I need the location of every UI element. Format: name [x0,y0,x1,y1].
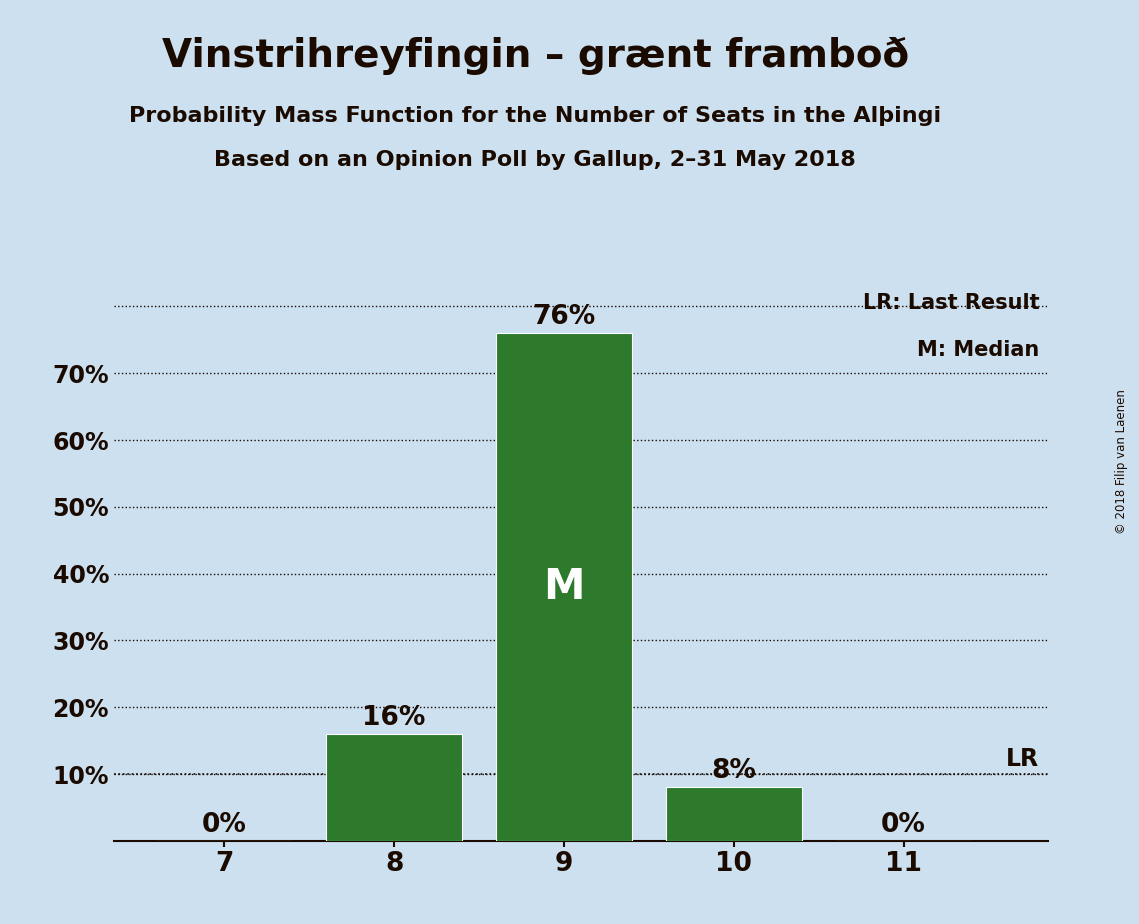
Text: M: M [543,566,584,608]
Bar [326,734,462,841]
Text: Vinstrihreyfingin – grænt framboð: Vinstrihreyfingin – grænt framboð [162,37,909,75]
Text: 76%: 76% [532,304,596,330]
Bar [495,334,632,841]
Text: LR: Last Result: LR: Last Result [862,293,1040,313]
Text: © 2018 Filip van Laenen: © 2018 Filip van Laenen [1115,390,1129,534]
Text: 0%: 0% [882,811,926,837]
Text: M: Median: M: Median [917,340,1040,359]
Bar [666,787,802,841]
Text: LR: LR [1006,747,1040,771]
Text: 8%: 8% [711,758,756,784]
Text: 0%: 0% [202,811,247,837]
Text: Based on an Opinion Poll by Gallup, 2–31 May 2018: Based on an Opinion Poll by Gallup, 2–31… [214,150,857,170]
Text: 16%: 16% [362,705,426,731]
Text: Probability Mass Function for the Number of Seats in the Alþingi: Probability Mass Function for the Number… [129,106,942,127]
